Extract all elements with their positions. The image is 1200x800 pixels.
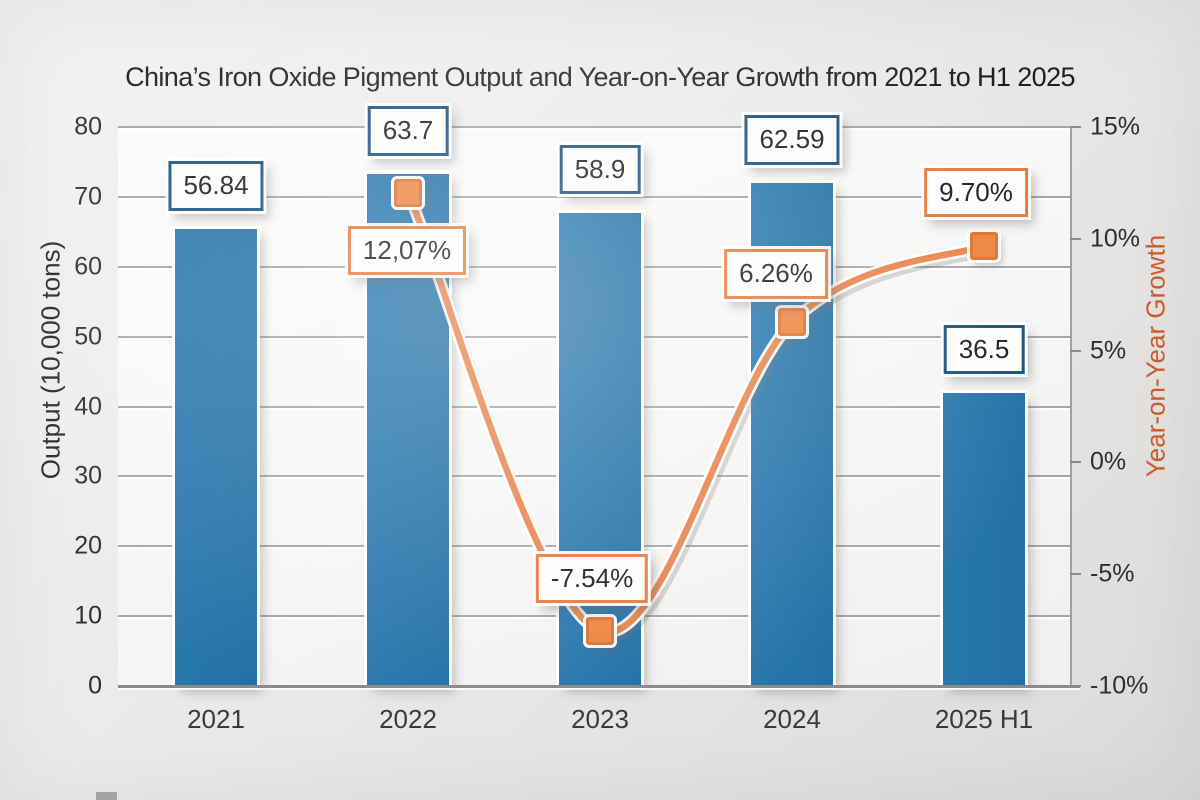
right-axis-tick-label: -5% [1090, 559, 1135, 588]
x-axis-category-label: 2024 [763, 704, 821, 734]
left-axis-tick-label: 50 [74, 322, 102, 351]
left-axis-tick-label: 30 [74, 461, 102, 490]
left-axis-tick-label: 10 [74, 601, 102, 630]
left-axis-tick-label: 70 [74, 182, 102, 211]
left-axis-tick-label: 0 [88, 671, 102, 700]
output-bar [175, 229, 257, 686]
right-axis-tick [1070, 573, 1081, 576]
right-axis-tick [1070, 349, 1081, 352]
output-bar [559, 212, 641, 686]
bar-value-label: 36.5 [943, 324, 1025, 375]
growth-value-label: 6.26% [724, 249, 828, 299]
right-axis-tick [1070, 126, 1081, 128]
growth-line-marker [586, 616, 614, 645]
right-axis-title: Year-on-Year Growth [1140, 234, 1171, 478]
gridline [118, 126, 1070, 128]
chart-title: China’s Iron Oxide Pigment Output and Ye… [125, 62, 1075, 92]
watermark-remnant [96, 792, 117, 800]
right-axis-tick-label: 10% [1090, 224, 1141, 253]
growth-value-label: 12,07% [347, 225, 467, 275]
right-axis-tick-label: 5% [1090, 336, 1127, 365]
right-axis-tick-label: 0% [1090, 447, 1127, 476]
right-axis-tick [1070, 237, 1081, 240]
right-axis-line [1070, 127, 1072, 686]
right-axis-tick [1070, 461, 1081, 464]
x-axis-category-label: 2021 [187, 704, 245, 734]
right-axis-tick-label: 15% [1090, 112, 1141, 141]
x-axis-line [118, 685, 1080, 688]
left-axis-tick-label: 40 [74, 392, 102, 420]
x-axis-category-label: 2022 [379, 704, 437, 734]
x-axis-category-label: 2025 H1 [934, 704, 1034, 734]
right-axis-tick-label: -10% [1090, 671, 1149, 700]
growth-line-marker [778, 308, 806, 337]
left-axis-tick-label: 80 [74, 112, 102, 141]
growth-value-label: -7.54% [535, 553, 649, 604]
output-bar [943, 392, 1025, 686]
bar-value-label: 56.84 [168, 161, 264, 211]
bar-value-label: 62.59 [744, 115, 840, 165]
growth-line-marker [970, 231, 998, 260]
left-axis-title: Output (10,000 tons) [35, 240, 66, 480]
growth-line-marker [394, 178, 422, 207]
x-axis-category-label: 2023 [571, 704, 629, 734]
growth-value-label: 9.70% [924, 167, 1028, 217]
bar-value-label: 63.7 [367, 106, 449, 156]
left-axis-tick-label: 60 [74, 252, 102, 281]
bar-value-label: 58.9 [559, 144, 641, 195]
left-axis-tick-label: 20 [74, 531, 102, 560]
